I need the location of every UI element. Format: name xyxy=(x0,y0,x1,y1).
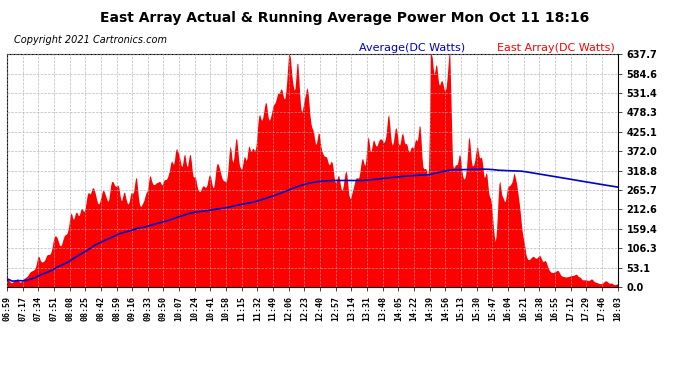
Text: East Array(DC Watts): East Array(DC Watts) xyxy=(497,43,615,53)
Text: Copyright 2021 Cartronics.com: Copyright 2021 Cartronics.com xyxy=(14,35,167,45)
Text: East Array Actual & Running Average Power Mon Oct 11 18:16: East Array Actual & Running Average Powe… xyxy=(100,11,590,25)
Text: Average(DC Watts): Average(DC Watts) xyxy=(359,43,465,53)
